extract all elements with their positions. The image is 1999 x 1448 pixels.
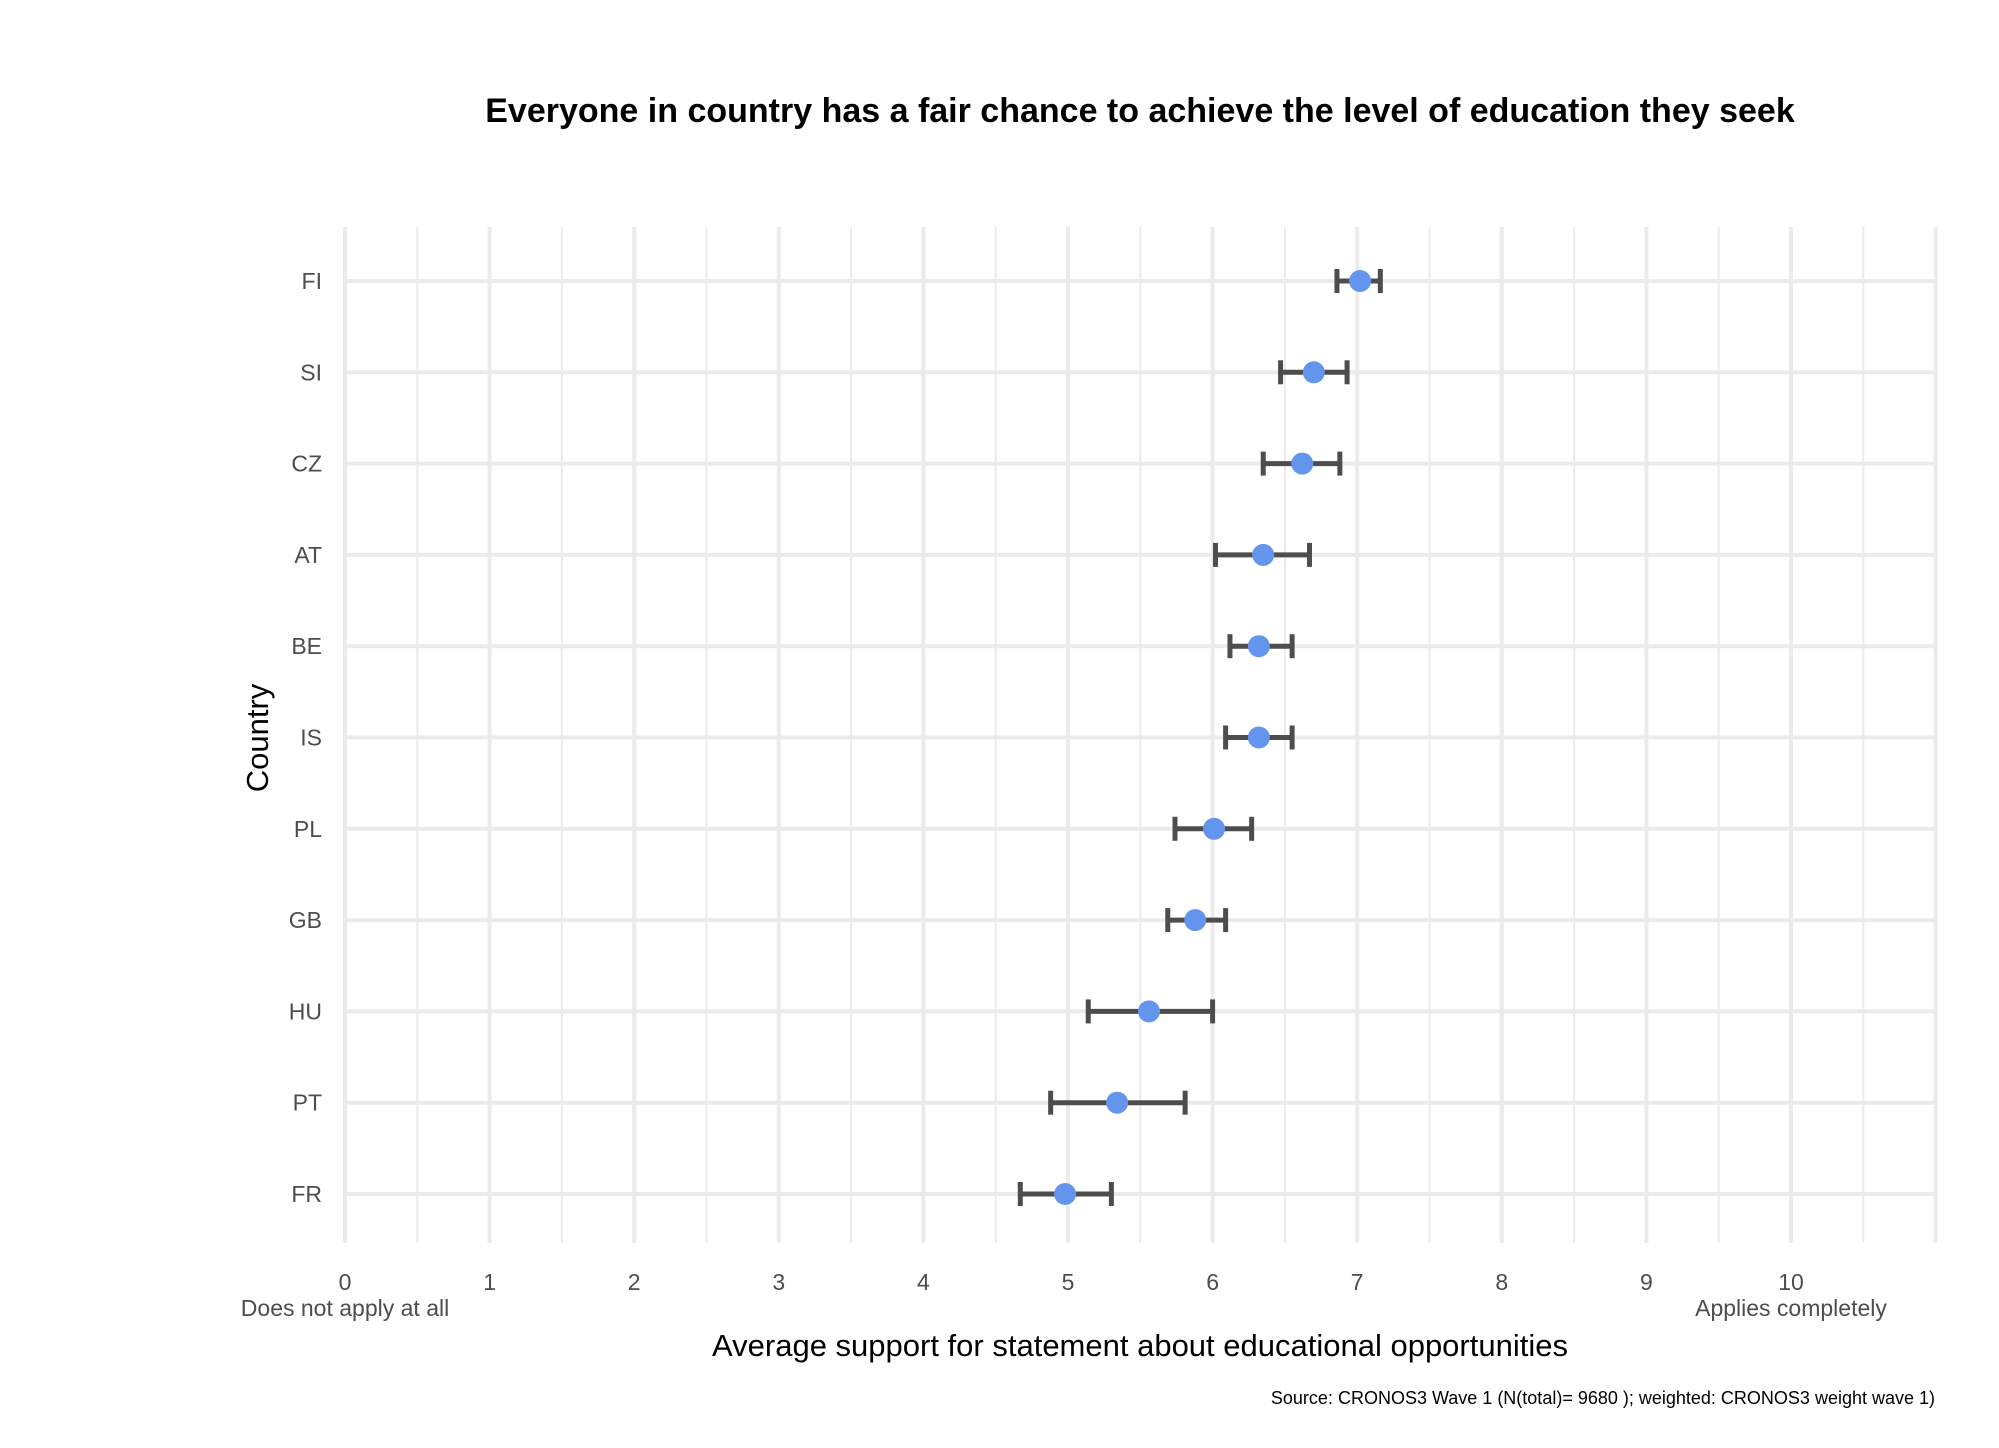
y-tick-label: CZ (291, 451, 322, 477)
data-point-FI (1334, 269, 1383, 293)
y-tick-label: HU (289, 998, 322, 1024)
data-point-GB (1165, 908, 1229, 933)
data-point (1247, 635, 1270, 658)
y-tick-label: GB (289, 907, 322, 933)
data-point-HU (1085, 999, 1216, 1024)
data-point-PL (1172, 816, 1255, 841)
y-tick-label: SI (300, 359, 322, 385)
data-marks (1017, 269, 1383, 1206)
y-tick-label: PT (293, 1090, 322, 1116)
data-point-AT (1212, 542, 1312, 567)
x-tick-label: 10 (1778, 1269, 1804, 1295)
y-tick-label: BE (291, 633, 322, 659)
data-point-CZ (1260, 451, 1343, 476)
data-point (1184, 909, 1207, 932)
x-tick-label: 7 (1351, 1269, 1364, 1295)
x-tick-label: 9 (1640, 1269, 1653, 1295)
x-tick-label: 8 (1495, 1269, 1508, 1295)
grid (343, 227, 1938, 1243)
data-point-FR (1017, 1182, 1114, 1206)
y-tick-label: IS (300, 725, 322, 751)
y-tick-label: AT (294, 542, 322, 568)
y-tick-label: FR (291, 1181, 322, 1207)
x-tick-label: 5 (1062, 1269, 1075, 1295)
data-point (1137, 1000, 1160, 1023)
y-tick-labels: FI SI CZ AT BE IS PL GB HU PT FR (289, 268, 322, 1207)
x-tick-label: 3 (772, 1269, 785, 1295)
x-axis-title: Average support for statement about educ… (712, 1328, 1568, 1363)
source-caption: Source: CRONOS3 Wave 1 (N(total)= 9680 )… (1271, 1388, 1935, 1408)
x-low-endpoint-label: Does not apply at all (241, 1295, 449, 1321)
y-tick-label: FI (302, 268, 322, 294)
data-point (1054, 1183, 1077, 1205)
data-point (1203, 817, 1226, 840)
y-tick-label: PL (294, 816, 322, 842)
data-point (1252, 543, 1275, 566)
y-axis-title: Country (240, 683, 275, 792)
data-point-BE (1227, 634, 1295, 659)
data-point (1349, 270, 1372, 292)
data-point (1106, 1091, 1129, 1114)
x-tick-label: 4 (917, 1269, 930, 1295)
x-high-endpoint-label: Applies completely (1695, 1295, 1887, 1321)
x-tick-label: 2 (628, 1269, 641, 1295)
x-tick-labels: 0 1 2 3 4 5 6 7 8 9 10 (339, 1269, 1804, 1295)
data-point-IS (1223, 725, 1295, 750)
data-point-PT (1048, 1090, 1188, 1115)
x-tick-label: 0 (339, 1269, 352, 1295)
data-point-SI (1278, 360, 1350, 385)
data-point (1302, 361, 1325, 384)
x-tick-label: 1 (483, 1269, 496, 1295)
data-point (1247, 726, 1270, 749)
x-tick-label: 6 (1206, 1269, 1219, 1295)
data-point (1291, 452, 1314, 475)
chart-title: Everyone in country has a fair chance to… (485, 92, 1795, 130)
